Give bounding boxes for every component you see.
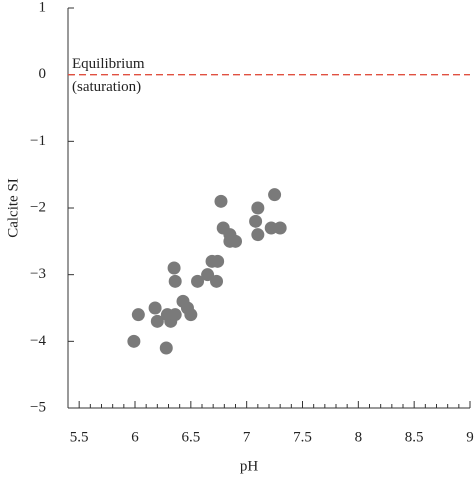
y-tick-label: −2	[30, 199, 46, 215]
x-tick-label: 6	[131, 429, 139, 445]
x-tick-label: 7.5	[293, 429, 312, 445]
point	[268, 188, 282, 202]
annotation: (saturation)	[72, 79, 141, 95]
point	[249, 214, 263, 228]
x-tick-label: 8.5	[405, 429, 424, 445]
point	[184, 308, 198, 322]
x-tick-label: 6.5	[181, 429, 200, 445]
y-tick-label: 0	[39, 66, 47, 82]
point	[251, 228, 265, 242]
point	[191, 274, 205, 288]
point	[273, 221, 287, 235]
y-axis-label: Calcite SI	[5, 178, 21, 238]
point	[127, 334, 141, 348]
point	[214, 194, 228, 208]
point	[148, 301, 162, 315]
y-tick-label: −5	[30, 399, 46, 415]
point	[251, 201, 265, 215]
point	[168, 274, 182, 288]
y-tick-label: −1	[30, 133, 46, 149]
point	[211, 254, 225, 268]
point	[201, 268, 215, 282]
point	[150, 314, 164, 328]
point	[131, 308, 145, 322]
x-tick-label: 8	[355, 429, 363, 445]
point	[167, 261, 181, 275]
x-tick-label: 7	[243, 429, 251, 445]
annotation: Equilibrium	[72, 56, 145, 72]
point	[159, 341, 173, 355]
x-axis-label: pH	[240, 458, 259, 474]
point	[210, 274, 224, 288]
point	[264, 221, 278, 235]
point	[168, 308, 182, 322]
y-tick-label: −4	[30, 333, 46, 349]
point	[229, 234, 242, 248]
x-tick-label: 5.5	[70, 429, 89, 445]
y-tick-label: −3	[30, 266, 46, 282]
y-tick-label: 1	[39, 0, 47, 15]
x-tick-label: 9	[466, 429, 474, 445]
